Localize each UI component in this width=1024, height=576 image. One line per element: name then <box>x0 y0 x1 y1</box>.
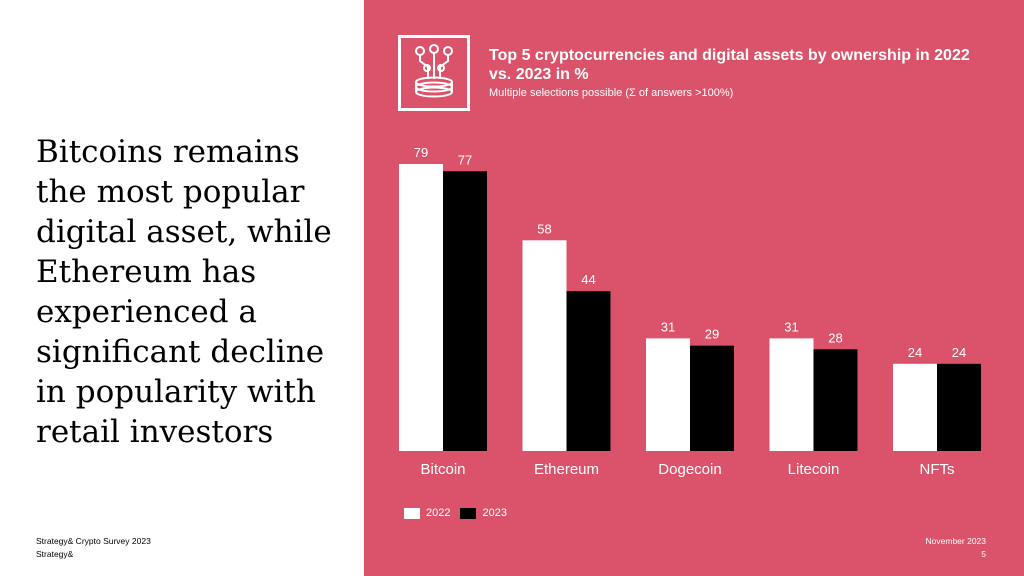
data-label-bitcoin-2022: 79 <box>414 145 428 160</box>
legend-item-2022: 2022 <box>404 507 450 519</box>
brand-name: Strategy& <box>36 549 74 559</box>
bar-dogecoin-2023 <box>690 345 734 451</box>
footer-date: November 2023 <box>925 536 986 546</box>
bar-ethereum-2022 <box>522 240 567 451</box>
footer-right: November 2023 5 <box>926 535 986 561</box>
legend-label-2023: 2023 <box>482 507 507 519</box>
data-label-bitcoin-2023: 77 <box>458 152 472 167</box>
bar-chart: 79 77 Bitcoin 58 44 Ethereum 31 29 Dogecoin 31 28 L… <box>399 145 981 478</box>
data-label-litecoin-2023: 28 <box>828 330 842 345</box>
data-label-nfts-2022: 24 <box>908 345 922 360</box>
bar-ethereum-2023 <box>566 291 611 451</box>
data-label-nfts-2023: 24 <box>952 345 966 360</box>
legend-label-2022: 2022 <box>426 507 451 519</box>
category-label-dogecoin: Dogecoin <box>658 461 721 478</box>
bar-dogecoin-2022 <box>646 338 690 451</box>
bar-nfts-2022 <box>893 363 937 451</box>
page-number: 5 <box>981 549 986 559</box>
bar-bitcoin-2022 <box>399 164 443 451</box>
chart-panel: Top 5 cryptocurrencies and digital asset… <box>364 0 1024 576</box>
category-label-bitcoin: Bitcoin <box>420 461 465 478</box>
bar-litecoin-2023 <box>813 349 858 451</box>
data-label-dogecoin-2022: 31 <box>661 319 675 334</box>
bar-litecoin-2022 <box>769 338 814 451</box>
bar-bitcoin-2023 <box>443 171 487 452</box>
text-column: Bitcoins remains the most popular digita… <box>0 0 364 576</box>
crypto-coin-stack-icon <box>398 35 470 111</box>
category-label-ethereum: Ethereum <box>534 461 599 478</box>
headline: Bitcoins remains the most popular digita… <box>36 134 332 450</box>
category-label-litecoin: Litecoin <box>788 461 840 478</box>
category-label-nfts: NFTs <box>920 461 955 478</box>
legend-item-2023: 2023 <box>460 507 507 519</box>
legend-swatch-2023 <box>460 507 477 519</box>
data-label-ethereum-2023: 44 <box>581 272 595 287</box>
bar-nfts-2023 <box>937 363 981 451</box>
data-label-dogecoin-2023: 29 <box>705 327 719 342</box>
data-label-litecoin-2022: 31 <box>784 319 798 334</box>
data-label-ethereum-2022: 58 <box>537 221 551 236</box>
chart-title: Top 5 cryptocurrencies and digital asset… <box>489 47 970 83</box>
chart-subtitle: Multiple selections possible (Σ of answe… <box>489 87 734 99</box>
legend-swatch-2022 <box>404 507 420 519</box>
source-line: Strategy& Crypto Survey 2023 <box>36 536 151 546</box>
legend: 2022 2023 <box>404 507 517 519</box>
footer-left: Strategy& Crypto Survey 2023 Strategy& <box>36 535 151 561</box>
